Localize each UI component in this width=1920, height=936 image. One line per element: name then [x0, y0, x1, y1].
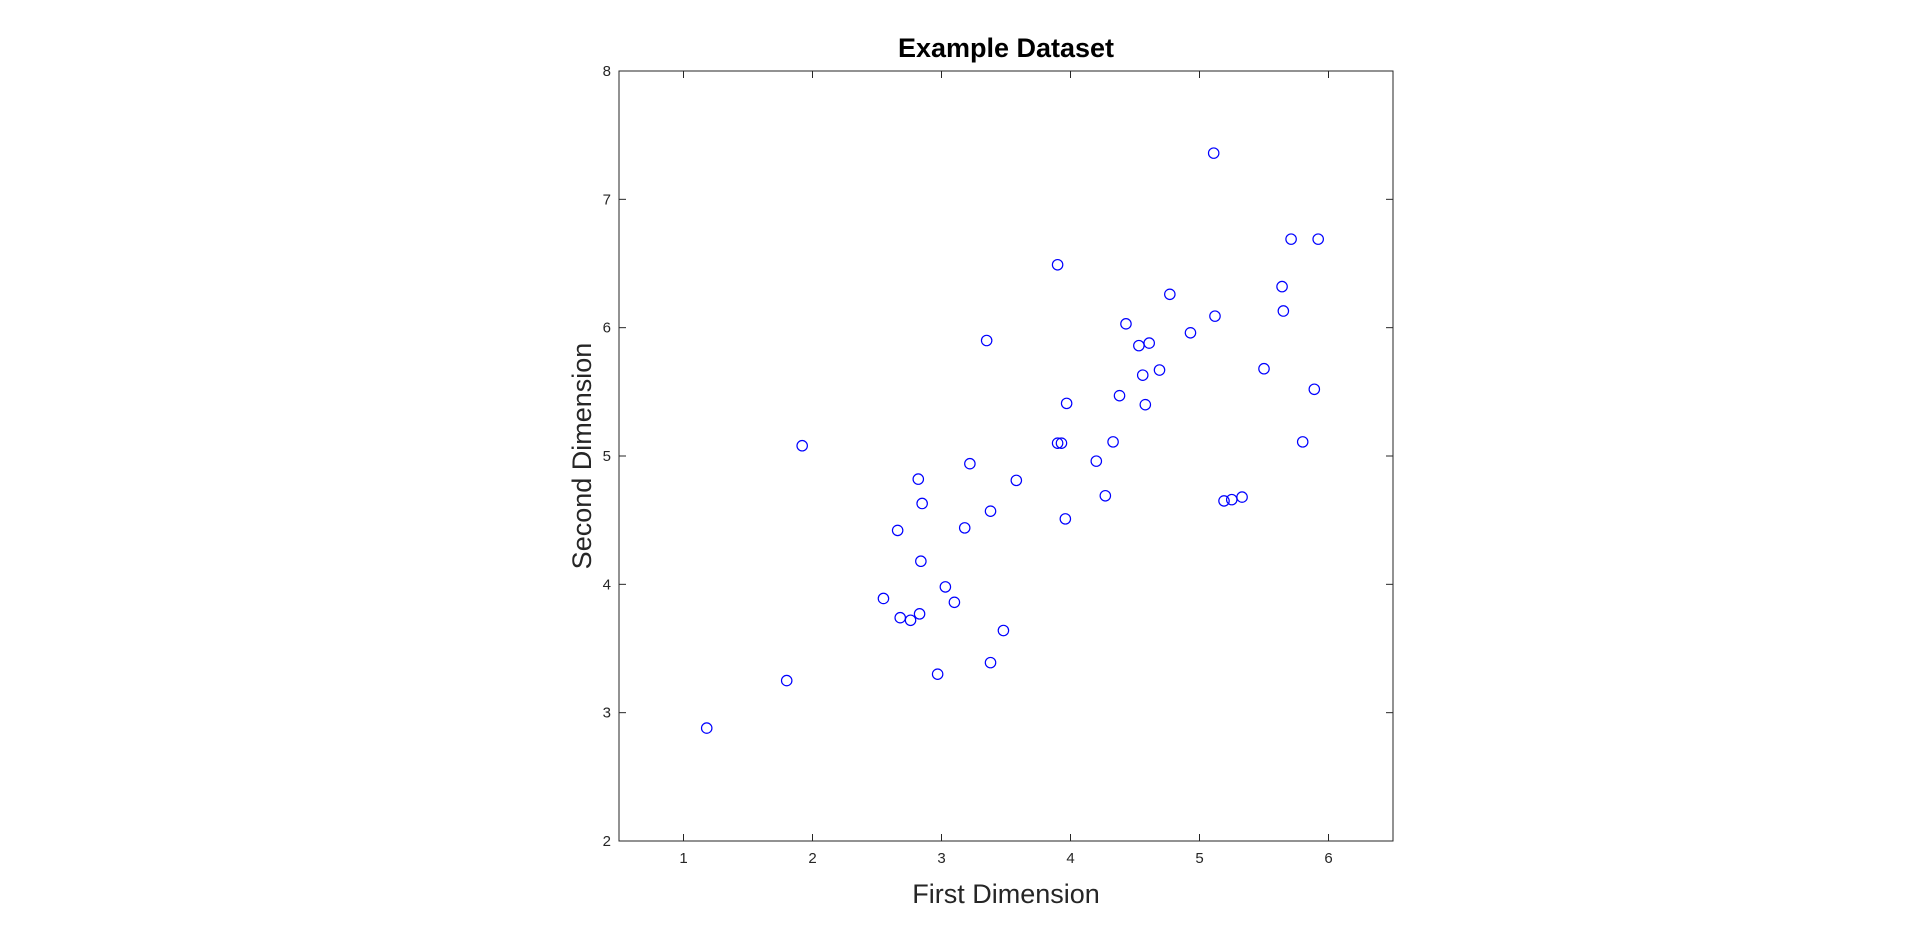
data-point — [916, 497, 928, 510]
data-point — [1258, 362, 1270, 375]
data-point — [796, 439, 808, 452]
data-point — [1312, 233, 1324, 245]
data-point — [1113, 389, 1126, 402]
data-point — [1236, 491, 1248, 503]
data-point — [1164, 288, 1176, 301]
data-point — [913, 608, 926, 620]
data-point — [915, 555, 927, 568]
data-point — [891, 524, 904, 537]
data-point — [1136, 369, 1149, 381]
data-point — [1285, 233, 1297, 245]
plot-area — [618, 70, 1394, 842]
data-point — [931, 668, 944, 680]
data-point — [877, 592, 890, 605]
y-tick-label: 8 — [603, 63, 611, 80]
axis-ticks: 1 2 3 4 5 6 2 3 4 5 6 7 8 — [603, 63, 1393, 867]
data-point — [780, 674, 793, 687]
data-point — [1277, 305, 1290, 317]
data-point — [980, 334, 993, 347]
chart-title: Example Dataset — [898, 33, 1114, 63]
data-point — [939, 581, 952, 593]
y-tick-label: 3 — [603, 705, 611, 722]
data-point — [964, 457, 976, 470]
x-tick-label: 1 — [679, 850, 687, 867]
y-tick-label: 2 — [603, 833, 611, 850]
y-tick-label: 7 — [603, 191, 611, 208]
data-point — [1051, 258, 1064, 271]
data-point — [958, 522, 971, 534]
data-point — [1184, 326, 1197, 339]
x-tick-label: 4 — [1066, 850, 1074, 867]
data-point — [1276, 280, 1288, 293]
data-point — [1090, 455, 1103, 467]
data-point — [997, 624, 1010, 637]
data-point — [1143, 337, 1155, 349]
x-axis-label: First Dimension — [912, 879, 1100, 909]
x-tick-label: 5 — [1195, 850, 1203, 867]
x-tick-label: 3 — [937, 850, 945, 867]
data-point — [984, 505, 997, 517]
data-point — [700, 722, 713, 734]
data-point — [904, 614, 917, 627]
x-tick-label: 2 — [808, 850, 816, 867]
y-tick-label: 5 — [603, 448, 611, 465]
data-point — [1139, 398, 1152, 411]
data-point — [1060, 397, 1073, 410]
data-point — [1308, 383, 1321, 396]
data-point — [1059, 513, 1072, 525]
data-point — [1055, 437, 1068, 449]
y-axis-label: Second Dimension — [567, 343, 597, 570]
data-point — [1207, 147, 1220, 159]
data-point — [1296, 436, 1309, 448]
data-point — [1209, 310, 1221, 322]
x-tick-label: 6 — [1324, 850, 1332, 867]
data-point — [948, 596, 961, 609]
data-point — [1153, 364, 1166, 376]
data-point — [1218, 495, 1230, 507]
y-tick-label: 4 — [603, 576, 611, 593]
data-point — [1051, 437, 1064, 449]
data-point — [1120, 318, 1132, 330]
data-point — [912, 473, 925, 485]
data-point — [1099, 489, 1112, 502]
data-points — [700, 147, 1324, 734]
data-point — [1107, 436, 1119, 448]
data-point — [984, 656, 997, 669]
y-tick-label: 6 — [603, 320, 611, 337]
data-point — [1010, 474, 1023, 487]
